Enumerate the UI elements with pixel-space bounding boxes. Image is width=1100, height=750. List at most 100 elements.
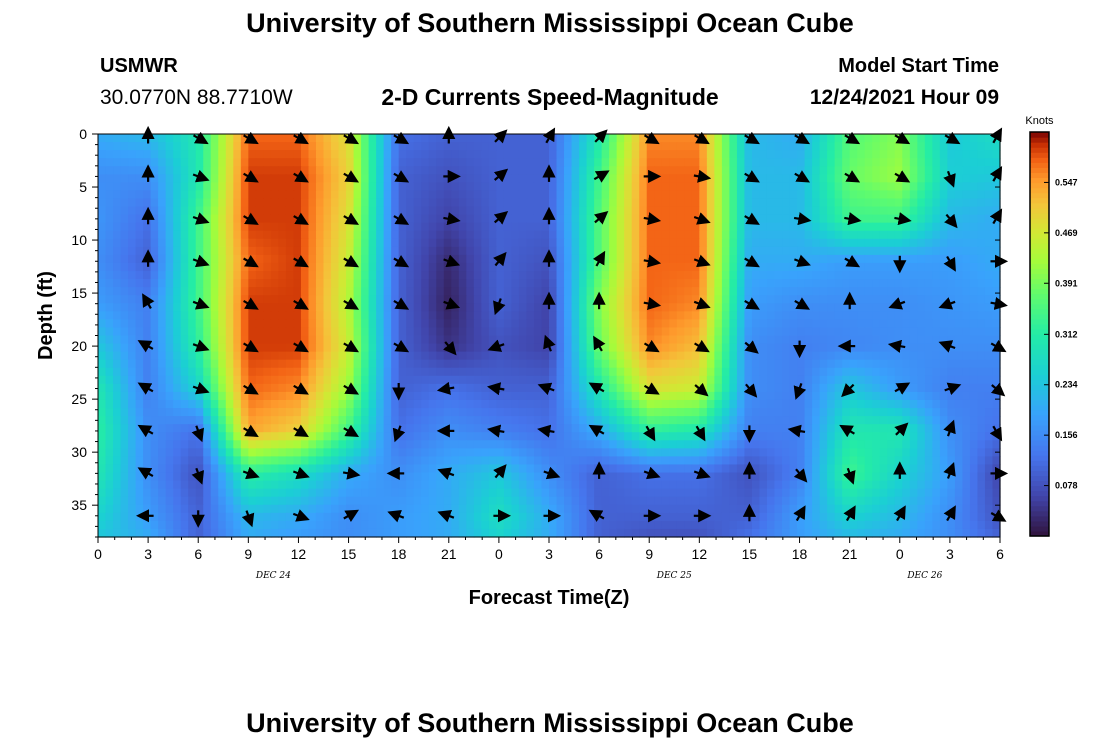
heatmap-cell — [736, 327, 746, 337]
heatmap-cell — [661, 142, 670, 151]
heatmap-cell — [421, 238, 430, 248]
heatmap-cell — [706, 262, 715, 272]
heatmap-cell — [812, 198, 821, 208]
heatmap-cell — [759, 343, 768, 353]
heatmap-cell — [496, 440, 505, 449]
heatmap-cell — [751, 408, 761, 417]
heatmap-cell — [639, 142, 648, 151]
heatmap-cell — [128, 383, 137, 393]
heatmap-cell — [872, 295, 881, 304]
heatmap-cell — [812, 271, 821, 280]
heatmap-cell — [639, 262, 648, 272]
heatmap-cell — [789, 134, 798, 143]
heatmap-cell — [879, 295, 888, 304]
heatmap-cell — [661, 279, 670, 288]
heatmap-cell — [736, 295, 746, 304]
heatmap-cell — [902, 303, 911, 312]
heatmap-cell — [789, 456, 798, 466]
heatmap-cell — [594, 246, 603, 256]
heatmap-cell — [909, 303, 918, 312]
heatmap-cell — [631, 440, 640, 449]
heatmap-cell — [263, 359, 272, 369]
heatmap-cell — [368, 174, 377, 183]
heatmap-cell — [383, 408, 392, 417]
heatmap-cell — [331, 335, 340, 345]
heatmap-cell — [736, 424, 746, 433]
heatmap-cell — [751, 432, 761, 441]
heatmap-cell — [428, 198, 437, 208]
heatmap-cell — [503, 448, 513, 457]
heatmap-cell — [721, 367, 730, 377]
heatmap-cell — [98, 254, 107, 264]
heatmap-cell — [218, 303, 227, 312]
heatmap-cell — [601, 440, 610, 449]
heatmap-cell — [774, 287, 783, 296]
plot-title: 2-D Currents Speed-Magnitude — [381, 84, 719, 110]
heatmap-cell — [443, 271, 452, 280]
heatmap-cell — [887, 174, 896, 183]
heatmap-cell — [451, 295, 460, 304]
heatmap-cell — [458, 182, 467, 192]
heatmap-cell — [684, 262, 693, 272]
heatmap-cell — [518, 158, 528, 167]
heatmap-cell — [413, 150, 422, 159]
heatmap-cell — [834, 142, 843, 151]
heatmap-cell — [285, 399, 295, 409]
heatmap-cell — [954, 375, 964, 385]
heatmap-cell — [406, 134, 415, 143]
heatmap-cell — [331, 150, 340, 159]
heatmap-cell — [691, 367, 700, 377]
heatmap-cell — [383, 134, 392, 143]
heatmap-cell — [158, 174, 167, 183]
heatmap-cell — [278, 359, 287, 369]
heatmap-cell — [714, 134, 723, 143]
heatmap-cell — [376, 311, 385, 320]
heatmap-cell — [586, 311, 595, 320]
heatmap-cell — [992, 271, 1001, 280]
heatmap-cell — [669, 134, 678, 143]
heatmap-cell — [270, 367, 279, 377]
heatmap-cell — [255, 150, 264, 159]
heatmap-cell — [759, 166, 768, 175]
heatmap-cell — [113, 295, 122, 304]
heatmap-cell — [218, 311, 227, 320]
heatmap-cell — [481, 343, 490, 353]
heatmap-cell — [549, 424, 558, 433]
heatmap-cell — [782, 222, 791, 232]
heatmap-cell — [751, 279, 761, 288]
heatmap-cell — [503, 327, 513, 337]
heatmap-cell — [270, 158, 279, 167]
heatmap-cell — [391, 271, 400, 280]
heatmap-cell — [586, 440, 595, 449]
heatmap-cell — [624, 399, 633, 409]
heatmap-cell — [210, 456, 219, 466]
heatmap-cell — [684, 335, 693, 345]
heatmap-cell — [969, 399, 979, 409]
heatmap-cell — [992, 150, 1001, 159]
heatmap-cell — [721, 319, 730, 329]
heatmap-cell — [113, 303, 122, 312]
heatmap-cell — [609, 198, 618, 208]
heatmap-cell — [285, 343, 295, 353]
heatmap-cell — [834, 351, 843, 361]
heatmap-cell — [233, 174, 242, 183]
heatmap-cell — [706, 448, 715, 457]
heatmap-cell — [391, 142, 400, 151]
heatmap-cell — [977, 448, 986, 457]
heatmap-cell — [676, 214, 685, 224]
heatmap-cell — [789, 279, 798, 288]
heatmap-cell — [699, 166, 708, 175]
heatmap-cell — [128, 238, 137, 248]
heatmap-cell — [143, 359, 152, 369]
heatmap-cell — [549, 150, 558, 159]
heatmap-cell — [331, 367, 340, 377]
heatmap-cell — [458, 319, 467, 329]
heatmap-cell — [721, 182, 730, 192]
heatmap-cell — [954, 327, 964, 337]
heatmap-cell — [225, 440, 234, 449]
heatmap-cell — [646, 279, 655, 288]
heatmap-cell — [308, 230, 317, 240]
heatmap-cell — [782, 375, 791, 385]
heatmap-cell — [586, 271, 595, 280]
heatmap-cell — [323, 222, 332, 232]
